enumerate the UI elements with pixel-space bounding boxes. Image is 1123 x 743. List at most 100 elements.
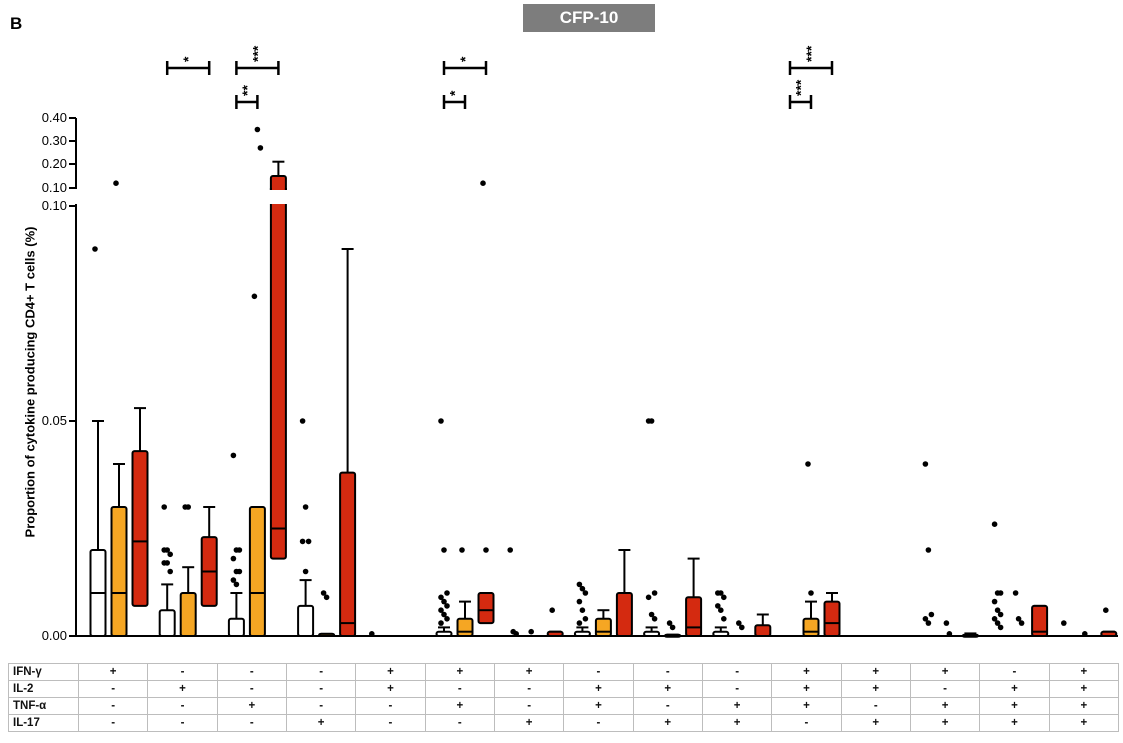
box: [615, 592, 633, 637]
outlier-point: [438, 594, 444, 601]
combination-cell: +: [1048, 680, 1120, 698]
outlier-point: [369, 631, 375, 637]
outlier-point: [483, 547, 489, 553]
outlier-point: [480, 180, 486, 186]
outlier-point: [185, 504, 191, 510]
chart-title: CFP-10: [523, 4, 655, 32]
outlier-point: [513, 631, 519, 637]
box: [158, 609, 176, 638]
combination-cell: -: [77, 697, 149, 715]
outlier-point: [991, 598, 998, 605]
outlier-point: [438, 418, 444, 424]
outlier-point: [1012, 590, 1019, 596]
outlier-point: [230, 577, 237, 583]
outlier-point: [254, 126, 261, 133]
outlier-point: [994, 607, 1001, 613]
y-tick-label: 0.00: [42, 628, 67, 643]
combination-cell: +: [563, 697, 634, 715]
outlier-point: [808, 590, 814, 596]
outlier-point: [444, 590, 450, 596]
y-tick-label: 0.10: [42, 198, 67, 213]
outlier-point: [113, 180, 119, 186]
box: [110, 506, 128, 637]
box: [456, 617, 474, 637]
box: [131, 450, 149, 607]
outlier-point: [666, 620, 673, 626]
outlier-point: [805, 461, 811, 467]
outlier-point: [323, 594, 330, 601]
outlier-point: [444, 603, 450, 609]
outlier-point: [943, 620, 950, 626]
outlier-point: [576, 581, 583, 588]
outlier-point: [441, 547, 447, 553]
combination-row-label: TNF-α: [8, 697, 79, 715]
combination-cell: -: [355, 697, 426, 715]
combination-cell: +: [771, 680, 842, 698]
combination-cell: -: [216, 680, 287, 698]
outlier-point: [164, 560, 170, 566]
outlier-point: [997, 611, 1004, 618]
outlier-point: [582, 590, 589, 596]
box: [227, 617, 245, 637]
combination-cell: +: [493, 663, 565, 681]
combination-row-label: IFN-γ: [8, 663, 79, 681]
outlier-point: [576, 598, 583, 605]
combination-cell: -: [563, 714, 634, 732]
combination-cell: -: [493, 680, 565, 698]
combination-cell: -: [840, 697, 911, 715]
combination-cell: +: [216, 697, 287, 715]
outlier-point: [991, 521, 998, 527]
outlier-point: [251, 293, 258, 300]
outlier-point: [528, 628, 534, 635]
significance-label: *: [457, 56, 473, 62]
combination-cell: +: [840, 680, 911, 698]
outlier-point: [1015, 616, 1022, 622]
combination-cell: -: [147, 663, 218, 681]
combination-cell: +: [424, 697, 495, 715]
outlier-point: [994, 620, 1001, 626]
combination-cell: +: [355, 680, 426, 698]
combination-cell: -: [147, 697, 218, 715]
outlier-point: [230, 452, 237, 459]
outlier-point: [302, 504, 309, 510]
combination-cell: +: [424, 663, 495, 681]
combination-cell: -: [493, 697, 565, 715]
combination-cell: +: [1048, 714, 1120, 732]
outlier-point: [669, 624, 676, 631]
outlier-point: [925, 620, 932, 626]
combination-cell: -: [771, 714, 842, 732]
combination-cell: +: [979, 697, 1050, 715]
combination-cell: +: [909, 663, 981, 681]
outlier-point: [1103, 607, 1109, 613]
outlier-point: [925, 547, 932, 553]
box: [477, 592, 495, 625]
outlier-point: [997, 590, 1004, 596]
combination-cell: +: [840, 714, 911, 732]
outlier-point: [1082, 631, 1088, 637]
box: [685, 596, 703, 637]
outlier-point: [549, 607, 555, 613]
combination-cell: +: [909, 697, 981, 715]
outlier-point: [648, 611, 655, 618]
outlier-point: [648, 418, 655, 424]
box: [269, 175, 287, 560]
combination-cell: +: [771, 697, 842, 715]
combination-cell: -: [216, 714, 287, 732]
outlier-point: [576, 620, 583, 626]
y-tick-label: 0.05: [42, 413, 67, 428]
outlier-point: [739, 624, 745, 631]
box: [1031, 604, 1049, 638]
outlier-point: [438, 620, 444, 626]
outlier-point: [441, 598, 447, 605]
outlier-point: [579, 585, 586, 592]
box: [754, 624, 772, 637]
combination-cell: +: [1048, 663, 1120, 681]
outlier-point: [257, 145, 264, 151]
combination-cell: +: [771, 663, 842, 681]
y-tick-label: 0.30: [42, 133, 67, 148]
outlier-point: [320, 590, 327, 596]
outlier-point: [651, 616, 658, 622]
outlier-point: [230, 555, 237, 562]
outlier-point: [507, 547, 513, 553]
combination-cell: +: [1048, 697, 1120, 715]
